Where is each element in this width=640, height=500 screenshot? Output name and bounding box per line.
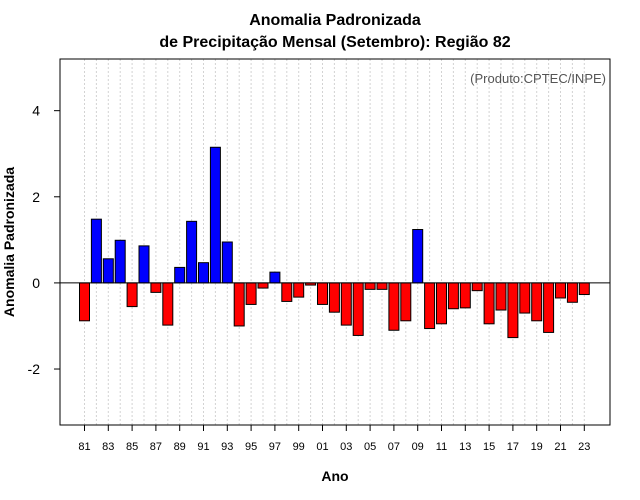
- x-axis-title: Ano: [321, 468, 348, 484]
- bar-88: [162, 282, 174, 326]
- bar-14: [471, 282, 483, 292]
- x-tick-label: 91: [197, 441, 209, 453]
- bar-99: [293, 282, 305, 298]
- x-tick-label: 11: [436, 441, 447, 453]
- bar-21: [555, 282, 566, 299]
- x-tick-label: 83: [102, 441, 114, 453]
- x-tick-label: 01: [316, 441, 328, 453]
- y-tick-label: 2: [32, 189, 40, 205]
- bar-94: [233, 282, 245, 327]
- bar-19: [531, 282, 543, 322]
- x-tick-label: 07: [388, 441, 400, 453]
- bar-20: [543, 282, 555, 333]
- x-tick-label: 89: [174, 441, 186, 453]
- y-axis: -2 0 2 4: [28, 103, 60, 377]
- x-tick-label: 87: [150, 441, 162, 453]
- x-tick-label: 23: [578, 441, 590, 453]
- x-tick-label: 15: [483, 441, 495, 453]
- x-tick-label: 99: [293, 441, 305, 453]
- bar-11: [436, 282, 447, 325]
- bar-10: [424, 282, 436, 330]
- bar-09: [412, 229, 424, 284]
- x-tick-label: 13: [459, 441, 471, 453]
- x-tick-label: 03: [340, 441, 352, 453]
- bar-01: [317, 282, 328, 305]
- x-tick-label: 97: [269, 441, 281, 453]
- x-tick-label: 95: [245, 441, 257, 453]
- bar-82: [90, 218, 102, 284]
- x-tick-label: 05: [364, 441, 376, 453]
- bar-03: [340, 282, 352, 326]
- bar-90: [186, 220, 198, 284]
- x-tick-label: 09: [412, 441, 424, 453]
- bar-02: [328, 282, 340, 313]
- bar-81: [79, 282, 90, 322]
- bar-86: [138, 245, 150, 284]
- x-tick-label: 17: [507, 441, 519, 453]
- bar-04: [352, 282, 364, 336]
- bar-13: [459, 282, 471, 309]
- y-axis-title: Anomalia Padronizada: [1, 167, 17, 317]
- credit-label: (Produto:CPTEC/INPE): [470, 71, 606, 86]
- bar-87: [150, 282, 162, 293]
- bar-16: [495, 282, 507, 311]
- bar-95: [245, 282, 257, 305]
- bar-93: [221, 241, 233, 284]
- y-tick-label: 4: [32, 103, 40, 119]
- bar-92: [209, 146, 221, 284]
- bar-05: [364, 282, 376, 290]
- bar-08: [400, 282, 412, 322]
- x-tick-label: 93: [221, 441, 233, 453]
- bar-85: [126, 282, 138, 308]
- x-tick-label: 81: [78, 441, 90, 453]
- plot-frame: [59, 58, 611, 426]
- bar-91: [198, 262, 209, 284]
- bar-83: [102, 258, 114, 284]
- y-tick-label: -2: [28, 361, 41, 377]
- chart-title-line2: de Precipitação Mensal (Setembro): Regiã…: [159, 34, 510, 51]
- bars: [79, 146, 590, 339]
- x-tick-label: 21: [554, 441, 566, 453]
- bar-22: [566, 282, 578, 303]
- chart-title-line1: Anomalia Padronizada: [249, 12, 421, 29]
- bar-97: [269, 271, 281, 284]
- bar-96: [257, 282, 269, 289]
- x-tick-label: 85: [126, 441, 138, 453]
- x-tick-label: 19: [531, 441, 543, 453]
- y-tick-label: 0: [32, 275, 40, 291]
- bar-07: [388, 282, 400, 331]
- bar-84: [114, 239, 126, 284]
- bar-89: [174, 266, 186, 284]
- bar-06: [376, 282, 388, 290]
- bar-17: [507, 282, 519, 339]
- bar-18: [519, 282, 531, 314]
- bar-98: [281, 282, 293, 302]
- grid-lines: [84, 59, 585, 425]
- bar-12: [447, 282, 459, 310]
- x-axis: 81 83 85 87 89 91 93 95 97 99 01 03 05 07 09 11 13 15 17 19…: [78, 425, 590, 453]
- bar-23: [578, 282, 590, 296]
- bar-15: [483, 282, 495, 325]
